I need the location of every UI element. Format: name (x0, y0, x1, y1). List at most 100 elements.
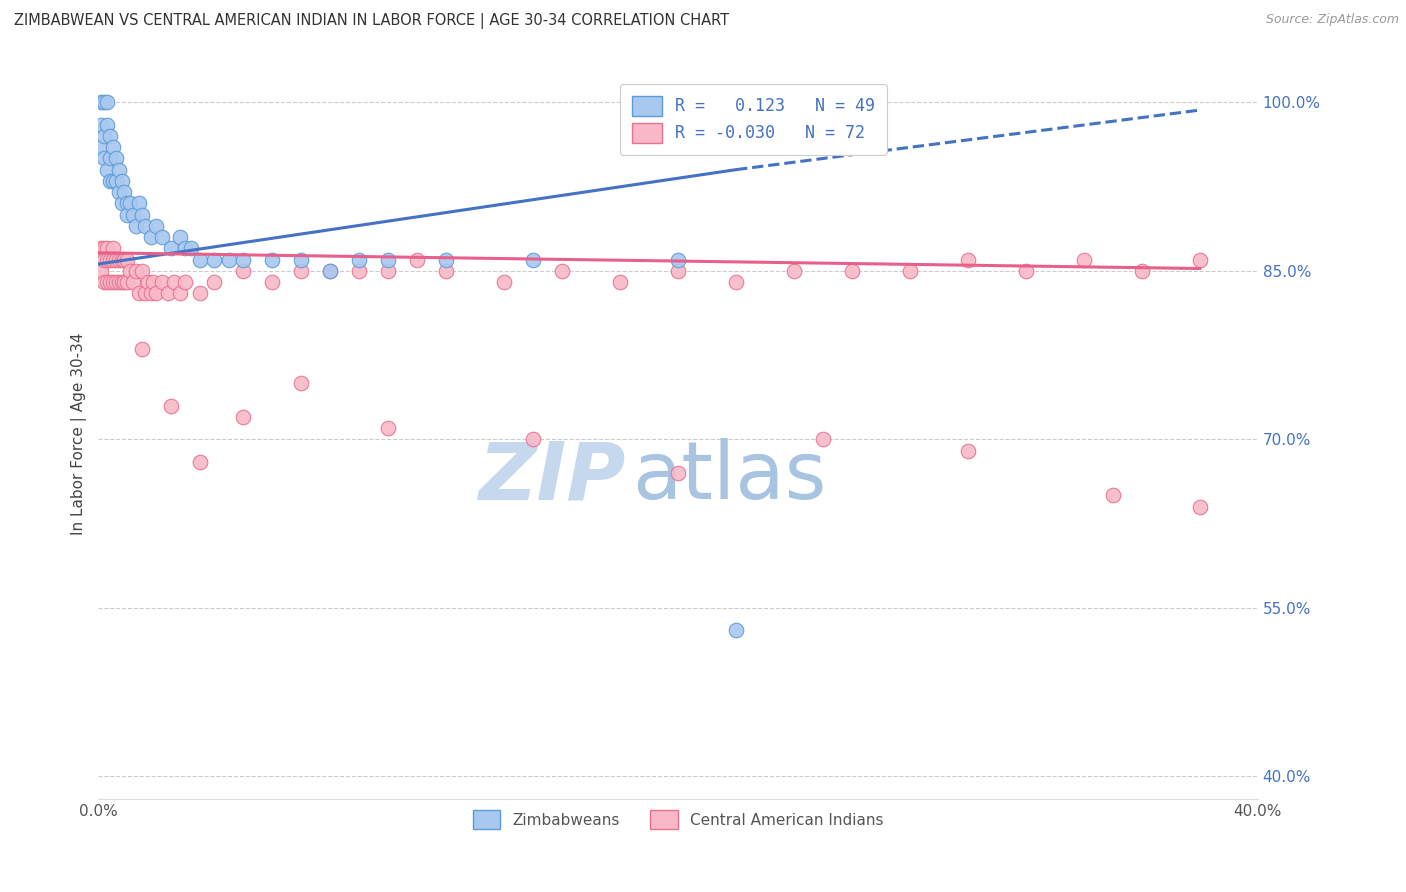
Point (434, 264, 457, 278)
Point (319, 264, 342, 278)
Point (202, 252, 225, 267)
Point (159, 241, 181, 255)
Point (551, 264, 574, 278)
Point (131, 343, 153, 357)
Point (90, 241, 112, 255)
Point (98, 152, 121, 166)
Point (841, 264, 863, 278)
Point (1073, 252, 1095, 267)
Point (101, 140, 124, 154)
Point (290, 252, 312, 267)
Point (110, 252, 132, 267)
Point (1188, 252, 1211, 267)
Point (725, 275, 748, 289)
Point (290, 264, 312, 278)
Point (202, 275, 225, 289)
Point (156, 286, 179, 301)
Point (107, 252, 129, 267)
Point (142, 275, 165, 289)
Point (117, 196, 139, 211)
Point (290, 376, 312, 391)
Point (377, 252, 399, 267)
Point (128, 286, 150, 301)
Point (159, 399, 181, 413)
Point (609, 275, 631, 289)
Point (1130, 264, 1153, 278)
Point (122, 208, 145, 222)
Point (125, 264, 148, 278)
Point (110, 196, 132, 211)
Point (145, 219, 167, 233)
Point (104, 174, 127, 188)
Point (90, 140, 112, 154)
Point (666, 466, 689, 480)
Point (232, 264, 254, 278)
Point (262, 252, 284, 267)
Point (377, 264, 399, 278)
Point (93, 95, 115, 110)
Point (319, 264, 342, 278)
Point (522, 432, 544, 446)
Point (90, 118, 112, 132)
Point (898, 264, 921, 278)
Point (117, 275, 139, 289)
Y-axis label: In Labor Force | Age 30-34: In Labor Force | Age 30-34 (72, 333, 87, 535)
Point (136, 275, 159, 289)
Point (783, 264, 806, 278)
Point (120, 264, 142, 278)
Text: atlas: atlas (631, 439, 827, 516)
Point (406, 252, 429, 267)
Point (98, 252, 121, 267)
Point (107, 162, 129, 177)
Point (188, 455, 211, 469)
Point (104, 252, 127, 267)
Point (93, 252, 115, 267)
Point (90, 95, 112, 110)
Point (956, 443, 979, 458)
Point (90, 264, 112, 278)
Point (101, 174, 124, 188)
Point (98, 174, 121, 188)
Point (434, 252, 457, 267)
Point (811, 432, 834, 446)
Text: ZIMBABWEAN VS CENTRAL AMERICAN INDIAN IN LABOR FORCE | AGE 30-34 CORRELATION CHA: ZIMBABWEAN VS CENTRAL AMERICAN INDIAN IN… (14, 13, 730, 29)
Point (104, 275, 127, 289)
Point (96, 162, 118, 177)
Point (110, 275, 132, 289)
Point (494, 275, 516, 289)
Point (174, 275, 197, 289)
Point (377, 421, 399, 435)
Point (218, 252, 240, 267)
Point (1188, 500, 1211, 514)
Point (114, 275, 136, 289)
Point (150, 275, 173, 289)
Point (117, 252, 139, 267)
Point (956, 252, 979, 267)
Point (93, 275, 115, 289)
Point (349, 264, 371, 278)
Point (150, 230, 173, 244)
Point (128, 196, 150, 211)
Point (96, 241, 118, 255)
Point (125, 219, 148, 233)
Point (96, 275, 118, 289)
Point (163, 275, 186, 289)
Point (174, 241, 197, 255)
Point (107, 275, 129, 289)
Point (1102, 488, 1125, 502)
Point (666, 264, 689, 278)
Point (1015, 264, 1038, 278)
Point (232, 409, 254, 424)
Point (349, 252, 371, 267)
Point (131, 208, 153, 222)
Point (114, 185, 136, 199)
Point (522, 252, 544, 267)
Point (101, 275, 124, 289)
Text: Source: ZipAtlas.com: Source: ZipAtlas.com (1265, 13, 1399, 27)
Point (114, 252, 136, 267)
Point (188, 286, 211, 301)
Point (98, 275, 121, 289)
Point (117, 208, 139, 222)
Point (134, 219, 156, 233)
Point (107, 185, 129, 199)
